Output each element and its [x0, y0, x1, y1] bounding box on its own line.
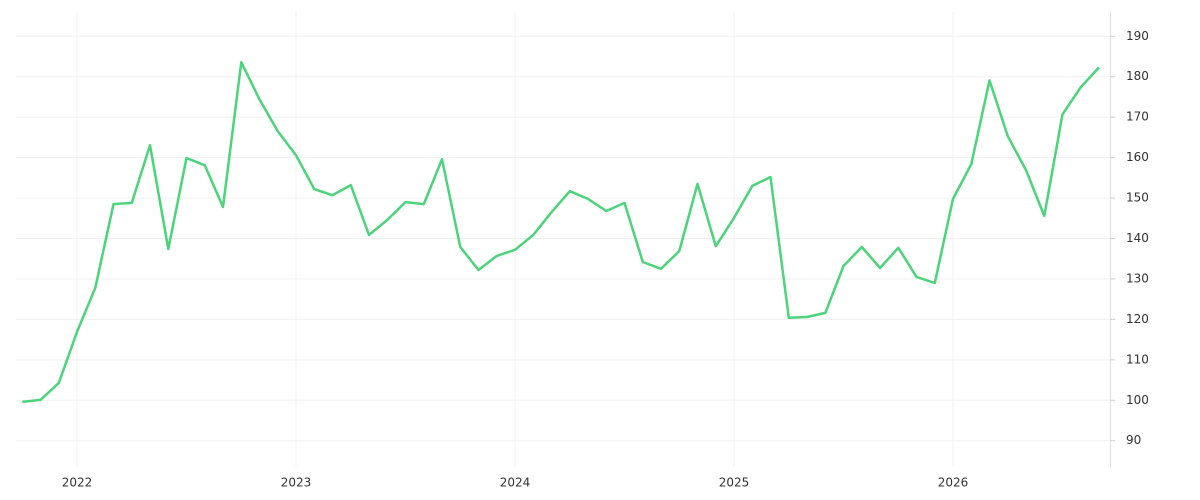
x-tick-label: 2025	[719, 476, 750, 490]
y-tick-label: 190	[1126, 29, 1149, 43]
y-tick-label: 160	[1126, 150, 1149, 164]
y-tick-label: 90	[1126, 433, 1141, 447]
x-tick-label: 2022	[62, 476, 93, 490]
y-tick-label: 120	[1126, 312, 1149, 326]
y-tick-label: 100	[1126, 393, 1149, 407]
y-tick-label: 110	[1126, 352, 1149, 366]
y-tick-label: 140	[1126, 231, 1149, 245]
x-tick-label: 2026	[938, 476, 969, 490]
y-tick-label: 170	[1126, 110, 1149, 124]
y-tick-label: 180	[1126, 69, 1149, 83]
y-tick-label: 150	[1126, 191, 1149, 205]
x-tick-label: 2024	[500, 476, 531, 490]
y-tick-label: 130	[1126, 271, 1149, 285]
x-tick-label: 2023	[281, 476, 312, 490]
line-series	[22, 60, 1100, 404]
